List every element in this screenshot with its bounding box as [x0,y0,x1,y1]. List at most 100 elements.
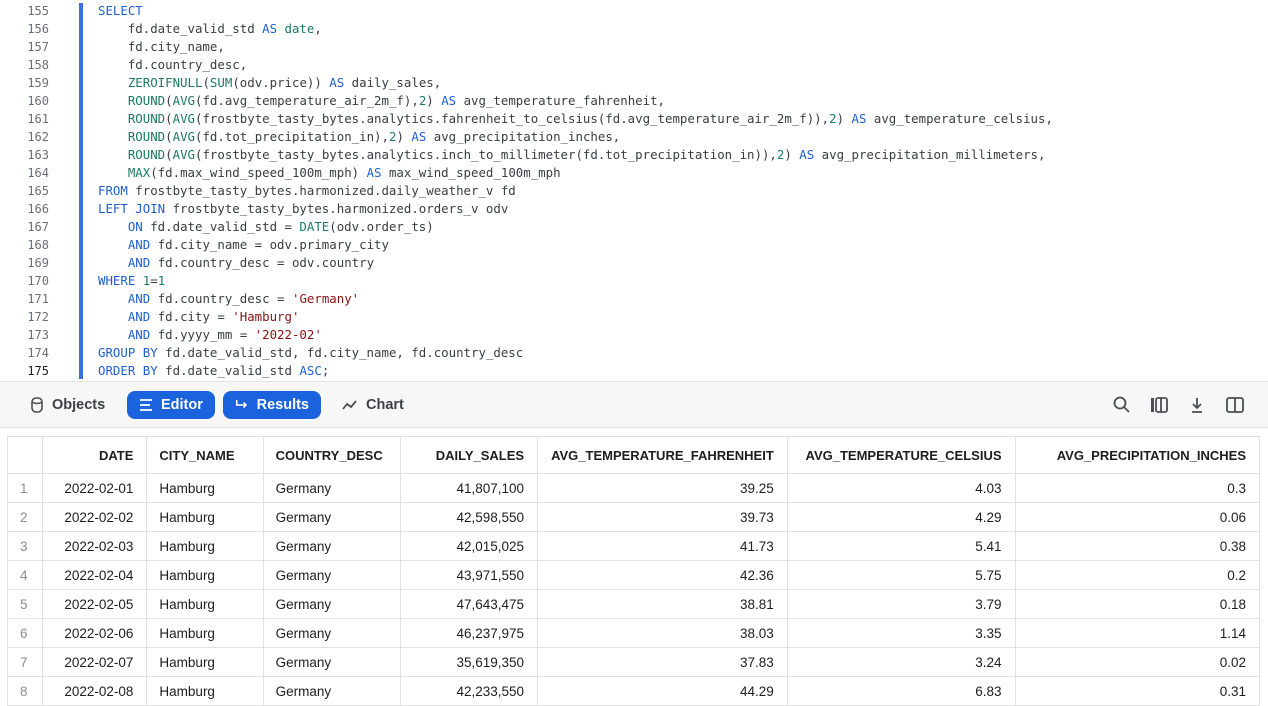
table-cell[interactable]: Germany [262,589,402,619]
row-number[interactable]: 6 [7,618,43,648]
table-cell[interactable]: Germany [262,502,402,532]
table-cell[interactable]: 44.29 [537,676,788,706]
table-cell[interactable]: 43,971,550 [400,560,539,590]
table-row[interactable]: 5 2022-02-05 Hamburg Germany 47,643,475 38.81… [7,589,1261,619]
search-icon[interactable] [1112,395,1132,415]
sql-function: ROUND [127,147,166,162]
row-number[interactable]: 7 [7,647,43,677]
table-cell[interactable]: 5.41 [786,531,1016,561]
column-header[interactable]: AVG_TEMPERATURE_CELSIUS [786,436,1016,474]
table-cell[interactable]: 2022-02-06 [41,618,148,648]
table-cell[interactable]: 6.83 [786,676,1016,706]
table-cell[interactable]: 0.2 [1014,560,1261,590]
table-cell[interactable]: 0.02 [1014,647,1261,677]
table-cell[interactable]: Hamburg [146,589,264,619]
column-header[interactable]: DATE [41,436,148,474]
row-number[interactable]: 2 [7,502,43,532]
table-cell[interactable]: 0.38 [1014,531,1261,561]
table-cell[interactable]: 37.83 [537,647,788,677]
sql-text [135,273,142,288]
table-cell[interactable]: 35,619,350 [400,647,539,677]
table-cell[interactable]: 2022-02-02 [41,502,148,532]
row-number[interactable]: 8 [7,676,43,706]
table-cell[interactable]: 39.25 [537,473,788,503]
table-row[interactable]: 4 2022-02-04 Hamburg Germany 43,971,550 42.36… [7,560,1261,590]
table-cell[interactable]: 0.18 [1014,589,1261,619]
table-cell[interactable]: 0.06 [1014,502,1261,532]
code-text: AND fd.country_desc = 'Germany' [98,290,359,308]
table-row[interactable]: 1 2022-02-01 Hamburg Germany 41,807,100 39.25… [7,473,1261,503]
table-cell[interactable]: 1.14 [1014,618,1261,648]
table-cell[interactable]: 42.36 [537,560,788,590]
column-header[interactable]: DAILY_SALES [400,436,539,474]
row-number[interactable]: 1 [7,473,43,503]
table-cell[interactable]: 42,015,025 [400,531,539,561]
sql-text [98,309,128,324]
table-cell[interactable]: 42,598,550 [400,502,539,532]
download-icon[interactable] [1187,395,1207,415]
table-cell[interactable]: 2022-02-01 [41,473,148,503]
table-cell[interactable]: Germany [262,676,402,706]
table-cell[interactable]: 41.73 [537,531,788,561]
table-row[interactable]: 3 2022-02-03 Hamburg Germany 42,015,025 41.73… [7,531,1261,561]
table-cell[interactable]: 2022-02-04 [41,560,148,590]
table-row[interactable]: 7 2022-02-07 Hamburg Germany 35,619,350 37.83… [7,647,1261,677]
sql-text: fd.date_valid_std [157,363,300,378]
table-cell[interactable]: 46,237,975 [400,618,539,648]
table-cell[interactable]: 4.29 [786,502,1016,532]
table-cell[interactable]: 4.03 [786,473,1016,503]
table-cell[interactable]: Germany [262,647,402,677]
table-cell[interactable]: 2022-02-05 [41,589,148,619]
table-cell[interactable]: 0.3 [1014,473,1261,503]
table-cell[interactable]: Hamburg [146,473,264,503]
table-row[interactable]: 2 2022-02-02 Hamburg Germany 42,598,550 39.73… [7,502,1261,532]
sql-keyword: ON [127,219,143,234]
sql-editor[interactable]: 155 SELECT 156 fd.date_valid_std AS date, 1… [0,0,1268,381]
column-header[interactable]: CITY_NAME [146,436,264,474]
table-cell[interactable]: Hamburg [146,676,264,706]
table-cell[interactable]: Germany [262,560,402,590]
row-number[interactable]: 4 [7,560,43,590]
table-cell[interactable]: 5.75 [786,560,1016,590]
table-cell[interactable]: 38.81 [537,589,788,619]
column-header[interactable]: COUNTRY_DESC [262,436,402,474]
results-button[interactable]: Results [223,391,321,419]
code-text: SELECT [98,2,143,20]
table-cell[interactable]: Germany [262,531,402,561]
table-cell[interactable]: 0.31 [1014,676,1261,706]
table-cell[interactable]: 3.35 [786,618,1016,648]
row-number[interactable]: 5 [7,589,43,619]
table-cell[interactable]: 3.24 [786,647,1016,677]
table-cell[interactable]: 3.79 [786,589,1016,619]
split-panel-icon[interactable] [1225,395,1245,415]
table-cell[interactable]: Hamburg [146,560,264,590]
table-cell[interactable]: Hamburg [146,502,264,532]
line-number: 166 [27,202,49,216]
chart-button[interactable]: Chart [330,391,416,419]
results-label: Results [256,397,309,413]
table-cell[interactable]: Hamburg [146,647,264,677]
table-cell[interactable]: Hamburg [146,531,264,561]
column-header[interactable]: AVG_PRECIPITATION_INCHES [1014,436,1261,474]
code-text: ROUND(AVG(frostbyte_tasty_bytes.analytic… [98,146,1046,164]
sql-keyword: GROUP BY [98,345,158,360]
table-cell[interactable]: 2022-02-03 [41,531,148,561]
table-cell[interactable]: 41,807,100 [400,473,539,503]
objects-button[interactable]: Objects [18,391,117,419]
table-row[interactable]: 8 2022-02-08 Hamburg Germany 42,233,550 44.29… [7,676,1261,706]
table-cell[interactable]: 42,233,550 [400,676,539,706]
row-number[interactable]: 3 [7,531,43,561]
columns-icon[interactable] [1149,395,1169,415]
table-cell[interactable]: 38.03 [537,618,788,648]
table-cell[interactable]: Germany [262,618,402,648]
line-number: 164 [27,166,49,180]
table-cell[interactable]: 39.73 [537,502,788,532]
table-cell[interactable]: 2022-02-07 [41,647,148,677]
table-row[interactable]: 6 2022-02-06 Hamburg Germany 46,237,975 38.03… [7,618,1261,648]
column-header[interactable]: AVG_TEMPERATURE_FAHRENHEIT [537,436,788,474]
editor-button[interactable]: Editor [127,391,215,419]
table-cell[interactable]: 2022-02-08 [41,676,148,706]
table-cell[interactable]: 47,643,475 [400,589,539,619]
table-cell[interactable]: Germany [262,473,402,503]
table-cell[interactable]: Hamburg [146,618,264,648]
